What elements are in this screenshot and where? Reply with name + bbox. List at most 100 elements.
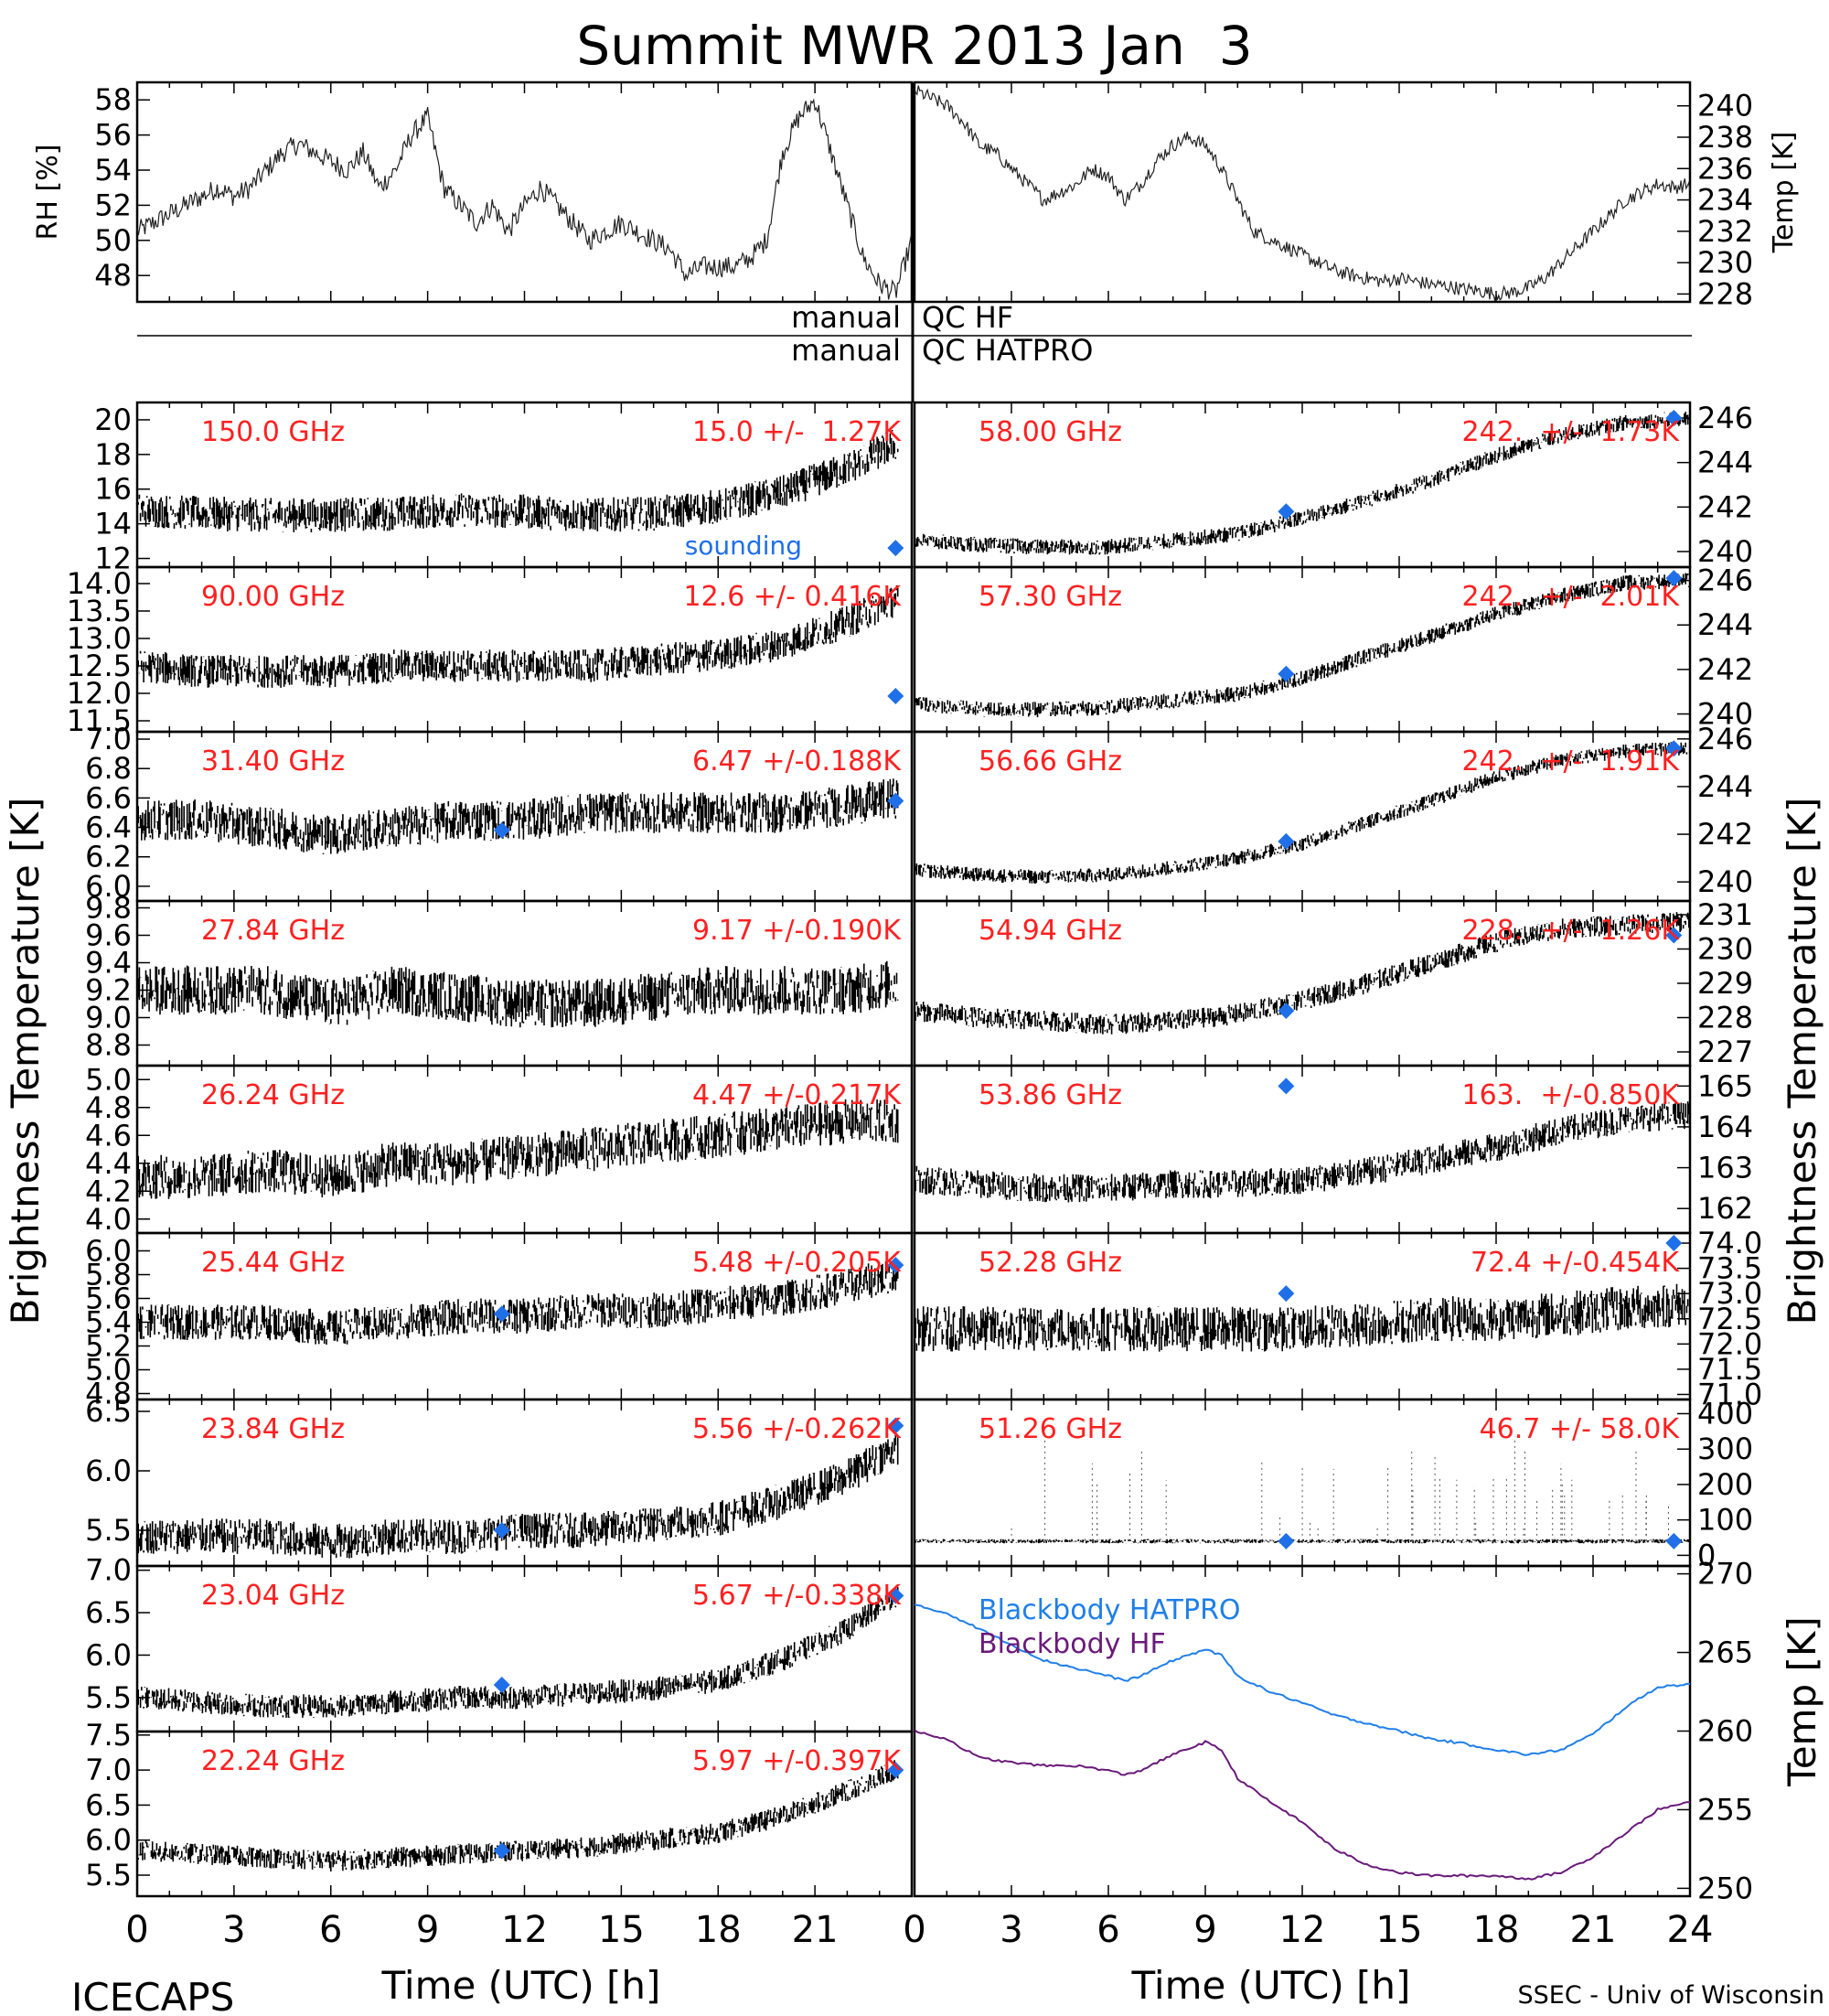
stats-label: 228. +/- 1.26K (1462, 915, 1681, 947)
y-tick-label-ch-57.30: 244 (1697, 607, 1753, 642)
y-tick-label-ch-52.28: 71.0 (1697, 1377, 1762, 1411)
ch-150.0-data (136, 430, 899, 532)
sounding-marker (1278, 1532, 1295, 1550)
y-tick-label-ch-26.24: 4.4 (85, 1146, 132, 1181)
blackbody-series-line (914, 1729, 1690, 1881)
left-axis-title: Brightness Temperature [K] (3, 798, 48, 1325)
y-tick-label-rh: 54 (94, 153, 132, 188)
y-tick-label-ch-22.24: 7.0 (85, 1753, 132, 1787)
frequency-label: 54.94 GHz (979, 915, 1122, 947)
blackbody-legend-label: Blackbody HATPRO (979, 1594, 1241, 1626)
y-tick-label-ch-51.26: 100 (1697, 1503, 1753, 1538)
ch-25.44-data (136, 1258, 899, 1345)
frequency-label: 52.28 GHz (979, 1247, 1122, 1279)
sounding-marker (1278, 832, 1295, 850)
y-tick-label-ch-150.0: 20 (94, 402, 132, 437)
x-tick-label: 12 (501, 1909, 548, 1951)
x-tick-label: 6 (1096, 1909, 1119, 1951)
y-tick-label-ch-23.84: 6.0 (85, 1453, 132, 1488)
rh-line (136, 98, 913, 300)
frequency-label: 31.40 GHz (201, 745, 345, 777)
rh-axis-label: RH [%] (32, 145, 64, 241)
sounding-marker (1665, 1532, 1683, 1550)
stats-label: 12.6 +/- 0.416K (684, 581, 903, 613)
y-tick-label-blackbody: 265 (1697, 1635, 1753, 1670)
ch-51.26-data (914, 1539, 1690, 1544)
y-tick-label-ch-52.28: 73.0 (1697, 1276, 1762, 1311)
ch-23.04-data (136, 1587, 899, 1718)
y-tick-label-ch-25.44: 4.8 (85, 1377, 132, 1411)
frequency-label: 27.84 GHz (201, 915, 345, 947)
right-bottom-axis-title: Temp [K] (1780, 1616, 1824, 1787)
sounding-marker (1278, 1003, 1295, 1019)
x-tick-label: 9 (1193, 1909, 1216, 1951)
y-tick-label-ch-57.30: 242 (1697, 652, 1753, 687)
sounding-marker (887, 1417, 904, 1434)
sounding-marker (493, 1842, 510, 1860)
ch-27.84-data (136, 960, 899, 1028)
frequency-label: 51.26 GHz (979, 1413, 1122, 1445)
qc-hatpro-left: manual (791, 333, 901, 368)
y-tick-label-ch-27.84: 9.0 (85, 1001, 132, 1035)
sounding-marker (493, 1305, 510, 1323)
ch-56.66-data (914, 742, 1690, 885)
y-tick-label-ch-31.40: 6.6 (85, 780, 132, 815)
y-tick-label-ch-90.00: 12.0 (67, 676, 132, 711)
x-tick-label: 3 (1000, 1909, 1022, 1951)
sounding-marker (493, 1676, 510, 1693)
y-tick-label-temp: 228 (1697, 276, 1753, 311)
y-tick-label-ch-25.44: 5.4 (85, 1305, 132, 1340)
stats-label: 242. +/- 2.01K (1462, 581, 1681, 613)
x-axis-label-right: Time (UTC) [h] (1131, 1963, 1411, 2008)
y-tick-label-ch-27.84: 9.2 (85, 973, 132, 1008)
y-tick-label-ch-54.94: 228 (1697, 1001, 1753, 1035)
y-tick-label-ch-52.28: 72.0 (1697, 1326, 1762, 1361)
y-tick-label-ch-27.84: 9.4 (85, 946, 132, 981)
x-axis-label-left: Time (UTC) [h] (381, 1963, 661, 2008)
sounding-marker (1278, 503, 1295, 520)
ch-22.24-data (136, 1760, 899, 1871)
stats-label: 5.56 +/-0.262K (692, 1413, 902, 1445)
frequency-label: 26.24 GHz (201, 1079, 345, 1111)
y-tick-label-ch-23.84: 6.5 (85, 1394, 132, 1429)
y-tick-label-ch-23.04: 6.5 (85, 1595, 132, 1630)
ch-57.30-data (914, 573, 1690, 718)
stats-label: 15.0 +/- 1.27K (692, 416, 902, 448)
y-tick-label-rh: 56 (94, 118, 132, 153)
sounding-marker (1665, 410, 1683, 427)
ch-52.28-data (914, 1283, 1690, 1352)
ch-54.94-data (914, 912, 1690, 1035)
sounding-marker (887, 540, 904, 557)
frequency-label: 53.86 GHz (979, 1079, 1122, 1111)
x-tick-label: 21 (1570, 1909, 1617, 1951)
y-tick-label-blackbody: 270 (1697, 1557, 1753, 1592)
ch-23.84-data (136, 1430, 899, 1559)
y-tick-label-ch-22.24: 6.5 (85, 1787, 132, 1822)
sounding-marker (1665, 1235, 1683, 1252)
y-tick-label-ch-51.26: 400 (1697, 1396, 1753, 1431)
y-tick-label-ch-58.00: 240 (1697, 534, 1753, 569)
y-tick-label-temp: 238 (1697, 120, 1753, 155)
ch-90.00-data (136, 584, 899, 688)
y-tick-label-blackbody: 250 (1697, 1871, 1753, 1905)
y-tick-label-ch-23.04: 6.0 (85, 1637, 132, 1672)
frequency-label: 90.00 GHz (201, 581, 345, 613)
y-tick-label-ch-54.94: 230 (1697, 932, 1753, 967)
y-tick-label-ch-27.84: 9.8 (85, 891, 132, 926)
y-tick-label-ch-23.04: 5.5 (85, 1680, 132, 1715)
y-tick-label-temp: 230 (1697, 245, 1753, 280)
y-tick-label-ch-90.00: 13.5 (67, 594, 132, 628)
y-tick-label-ch-90.00: 13.0 (67, 621, 132, 656)
y-tick-label-rh: 52 (94, 188, 132, 222)
y-tick-label-ch-54.94: 227 (1697, 1035, 1753, 1069)
y-tick-label-blackbody: 260 (1697, 1714, 1753, 1749)
ch-51.26-spikes (1011, 1432, 1669, 1541)
qc-hf-right: QC HF (922, 300, 1013, 335)
y-tick-label-rh: 48 (94, 258, 132, 293)
y-tick-label-temp: 234 (1697, 183, 1753, 218)
frequency-label: 58.00 GHz (979, 416, 1122, 448)
y-tick-label-ch-58.00: 246 (1697, 401, 1753, 435)
y-tick-label-ch-150.0: 18 (94, 437, 132, 472)
x-tick-label: 0 (903, 1909, 925, 1951)
sounding-marker (1665, 570, 1683, 587)
